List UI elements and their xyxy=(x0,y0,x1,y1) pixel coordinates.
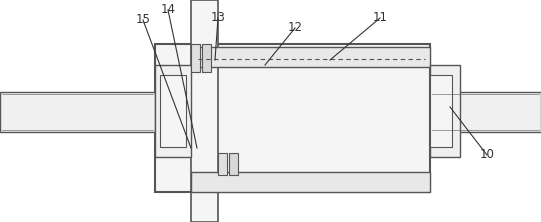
Bar xyxy=(191,172,430,192)
Text: 13: 13 xyxy=(210,12,226,24)
Bar xyxy=(202,44,211,72)
Bar xyxy=(430,92,541,132)
Bar xyxy=(160,75,186,147)
Bar xyxy=(155,65,191,157)
Bar xyxy=(191,47,430,67)
Bar xyxy=(430,75,452,147)
Text: 12: 12 xyxy=(287,22,302,34)
Text: 10: 10 xyxy=(479,149,494,161)
Text: 14: 14 xyxy=(161,4,175,16)
Bar xyxy=(430,65,460,157)
Bar xyxy=(155,44,430,192)
Text: 11: 11 xyxy=(373,12,387,24)
Bar xyxy=(191,0,218,222)
Bar xyxy=(191,44,200,72)
Bar xyxy=(0,92,155,132)
Bar xyxy=(218,153,227,175)
Bar xyxy=(229,153,238,175)
Text: 15: 15 xyxy=(136,14,150,26)
